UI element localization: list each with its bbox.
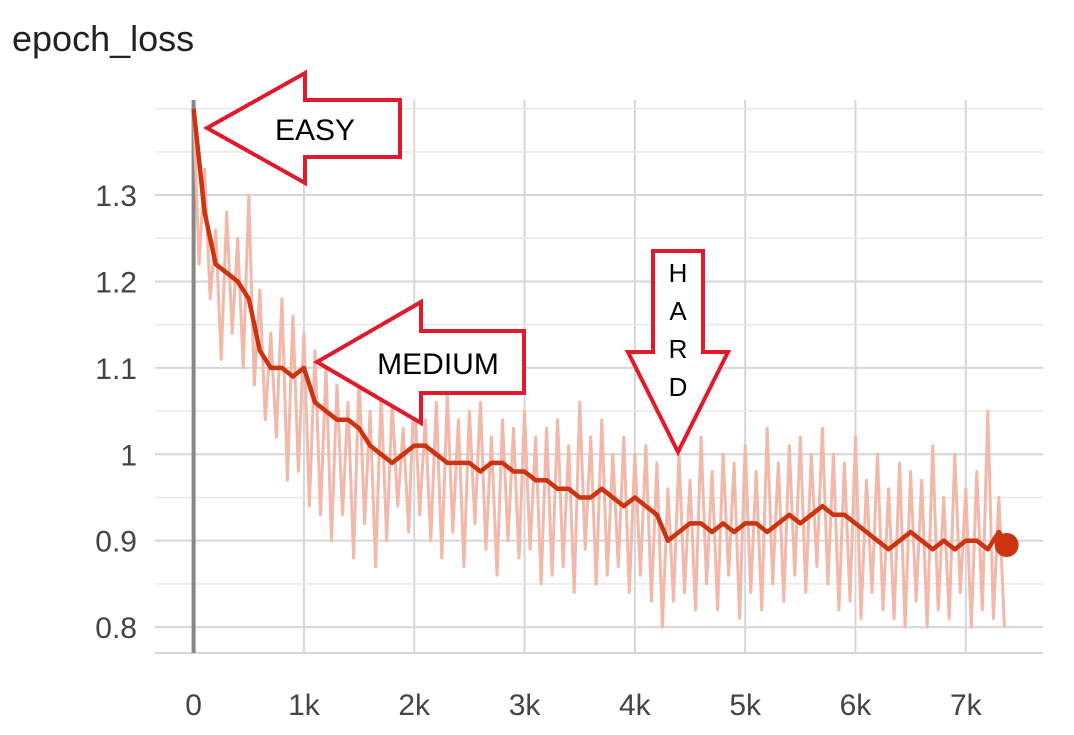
hard-letter: H <box>669 258 688 288</box>
y-tick-label: 1.1 <box>95 353 137 386</box>
hard-letter: A <box>669 296 687 326</box>
y-tick-label: 1 <box>120 439 137 472</box>
x-tick-labels: 0 1k 2k 3k 4k 5k 6k 7k <box>185 689 982 722</box>
x-tick-label: 4k <box>619 689 652 722</box>
easy-annotation-arrow: EASY <box>202 69 402 187</box>
x-tick-label: 1k <box>288 689 321 722</box>
hard-letter: D <box>669 372 688 402</box>
y-tick-label: 0.8 <box>95 612 137 645</box>
x-tick-label: 6k <box>840 689 873 722</box>
easy-label: EASY <box>275 114 355 147</box>
medium-label: MEDIUM <box>377 348 499 381</box>
x-tick-label: 3k <box>509 689 542 722</box>
medium-annotation-arrow: MEDIUM <box>313 298 526 427</box>
x-tick-label: 0 <box>185 689 202 722</box>
y-tick-label: 1.2 <box>95 266 137 299</box>
chart-title: epoch_loss <box>12 18 195 59</box>
easy-arrow-shape <box>202 69 402 187</box>
x-tick-label: 2k <box>398 689 431 722</box>
hard-arrow-shape <box>624 249 732 457</box>
series-end-marker <box>994 532 1019 557</box>
medium-arrow-shape <box>313 298 526 427</box>
x-tick-label: 7k <box>950 689 983 722</box>
y-tick-labels: 0.8 0.9 1 1.1 1.2 1.3 <box>95 180 137 645</box>
x-tick-label: 5k <box>729 689 762 722</box>
hard-letter: R <box>669 334 688 364</box>
grid-lines <box>155 100 1043 654</box>
y-tick-label: 0.9 <box>95 526 137 559</box>
y-tick-label: 1.3 <box>95 180 137 213</box>
smoothed-loss-series <box>191 108 1009 552</box>
